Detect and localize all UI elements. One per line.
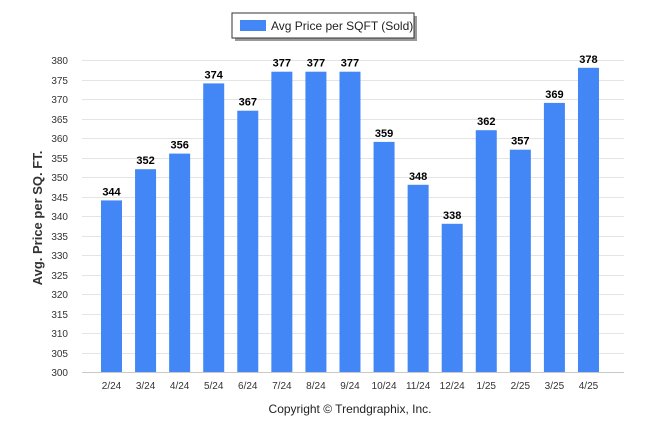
legend-label: Avg Price per SQFT (Sold) [271,19,413,33]
data-label: 344 [102,186,121,198]
data-labels: 344 352 356 374 367 377 377 377 359 348 338 362 357 3… [102,54,597,222]
data-label: 359 [375,128,393,140]
y-tick-label: 380 [51,56,68,67]
y-tick-label: 370 [51,95,68,106]
x-tick-label: 12/24 [440,381,465,392]
y-tick-label: 350 [51,173,68,184]
data-label: 377 [273,58,291,70]
bar [169,153,191,372]
bar [475,130,497,372]
y-tick-label: 365 [51,115,68,126]
x-tick-label: 4/24 [170,381,190,392]
bar [339,71,361,372]
bar [305,71,327,372]
legend-swatch [240,20,266,31]
x-tick-label: 3/25 [545,381,565,392]
x-tick-label: 6/24 [238,381,258,392]
y-tick-label: 355 [51,154,68,165]
data-label: 356 [170,140,188,152]
legend: Avg Price per SQFT (Sold) [231,12,417,41]
data-label: 348 [409,171,427,183]
x-tick-label: 5/24 [204,381,224,392]
bar [441,223,463,372]
y-tick-label: 375 [51,76,68,87]
x-tick-label: 9/24 [340,381,360,392]
y-tick-label: 315 [51,310,68,321]
x-axis-ticks: 2/24 3/24 4/24 5/24 6/24 7/24 8/24 9/24 10/24 11/… [102,381,599,392]
y-axis-ticks: 300 305 310 315 320 325 330 335 340 345 350 355 360 3… [51,56,68,379]
bar [203,83,225,373]
bar [135,169,157,372]
y-axis-label: Avg. Price per SQ. FT. [30,151,45,286]
data-label: 357 [511,136,529,148]
x-tick-label: 2/25 [511,381,531,392]
copyright-text: Copyright © Trendgraphix, Inc. [269,402,432,416]
data-label: 377 [307,58,325,70]
bar [577,67,599,373]
y-tick-label: 330 [51,251,68,262]
x-tick-label: 7/24 [272,381,292,392]
data-label: 374 [205,69,224,81]
data-label: 362 [477,116,495,128]
x-tick-label: 4/25 [579,381,599,392]
bar [101,200,122,372]
y-tick-label: 305 [51,349,68,360]
x-tick-label: 10/24 [372,381,397,392]
bar [509,149,531,372]
x-tick-label: 3/24 [136,381,156,392]
bar [373,141,395,372]
x-tick-label: 8/24 [306,381,326,392]
bars [101,67,599,373]
bar [543,102,565,373]
data-label: 338 [443,210,461,222]
data-label: 378 [579,54,597,66]
bar [271,71,293,372]
y-tick-label: 325 [51,271,68,282]
x-tick-label: 11/24 [406,381,431,392]
y-tick-label: 320 [51,290,68,301]
y-tick-label: 335 [51,232,68,243]
x-tick-label: 1/25 [477,381,497,392]
y-tick-label: 310 [51,329,68,340]
y-tick-label: 345 [51,193,68,204]
bar [237,110,259,372]
data-label: 367 [239,97,257,109]
data-label: 369 [545,89,563,101]
data-label: 377 [341,58,359,70]
y-tick-label: 360 [51,134,68,145]
x-tick-label: 2/24 [102,381,122,392]
y-tick-label: 340 [51,212,68,223]
data-label: 352 [136,155,154,167]
bar [407,184,429,372]
y-tick-label: 300 [51,368,68,379]
